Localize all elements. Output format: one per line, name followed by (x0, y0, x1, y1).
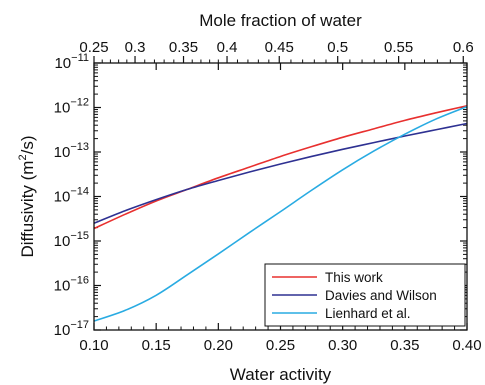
bottom-axis-ticks: 0.10 0.15 0.20 0.25 0.30 0.35 0.40 (79, 63, 482, 354)
top-tick-label: 0.55 (384, 39, 413, 56)
legend-label: Davies and Wilson (325, 288, 437, 303)
x-tick-label: 0.30 (328, 337, 357, 354)
x-tick-label: 0.40 (452, 337, 481, 354)
y-axis-title-suffix: /s) (18, 136, 37, 155)
series-lines (93, 104, 468, 322)
top-tick-label: 0.6 (453, 39, 474, 56)
y-axis-ticks: 10−17 10−16 10−15 10−14 10−13 10−12 10−11 (54, 52, 467, 339)
y-tick-label: 10−12 (54, 97, 89, 117)
y-tick-label: 10−11 (54, 52, 89, 72)
plot-frame (93, 62, 468, 331)
y-tick-label: 10−15 (54, 230, 89, 250)
x-tick-label: 0.20 (204, 337, 233, 354)
top-axis-title: Mole fraction of water (199, 11, 362, 30)
y-axis-title-superscript: 2 (17, 154, 29, 160)
x-tick-label: 0.35 (390, 337, 419, 354)
x-axis-title: Water activity (230, 365, 332, 384)
top-tick-label: 0.4 (217, 39, 238, 56)
legend-label: This work (325, 270, 383, 285)
series-line-this-work (93, 104, 468, 230)
top-tick-label: 0.5 (327, 39, 348, 56)
top-tick-label: 0.3 (125, 39, 146, 56)
legend-label: Lienhard et al. (325, 306, 411, 321)
legend: This work Davies and Wilson Lienhard et al… (264, 263, 466, 327)
series-line-davies-and-wilson (93, 122, 468, 224)
top-tick-label: 0.45 (265, 39, 294, 56)
top-tick-label: 0.25 (79, 39, 108, 56)
top-axis-ticks: 0.25 0.3 0.35 0.4 0.45 0.5 0.55 0.6 (79, 39, 474, 63)
y-tick-label: 10−14 (54, 186, 89, 206)
y-axis-title-prefix: Diffusivity (m (18, 161, 37, 258)
y-tick-label: 10−16 (54, 275, 89, 295)
x-tick-label: 0.15 (142, 337, 171, 354)
y-tick-label: 10−13 (54, 141, 89, 161)
x-tick-label: 0.25 (266, 337, 295, 354)
y-tick-label: 10−17 (54, 319, 89, 339)
top-tick-label: 0.35 (169, 39, 198, 56)
x-tick-label: 0.10 (79, 337, 108, 354)
series-line-lienhard-et-al (93, 105, 468, 322)
y-axis-title: Diffusivity (m2/s) (17, 136, 37, 258)
